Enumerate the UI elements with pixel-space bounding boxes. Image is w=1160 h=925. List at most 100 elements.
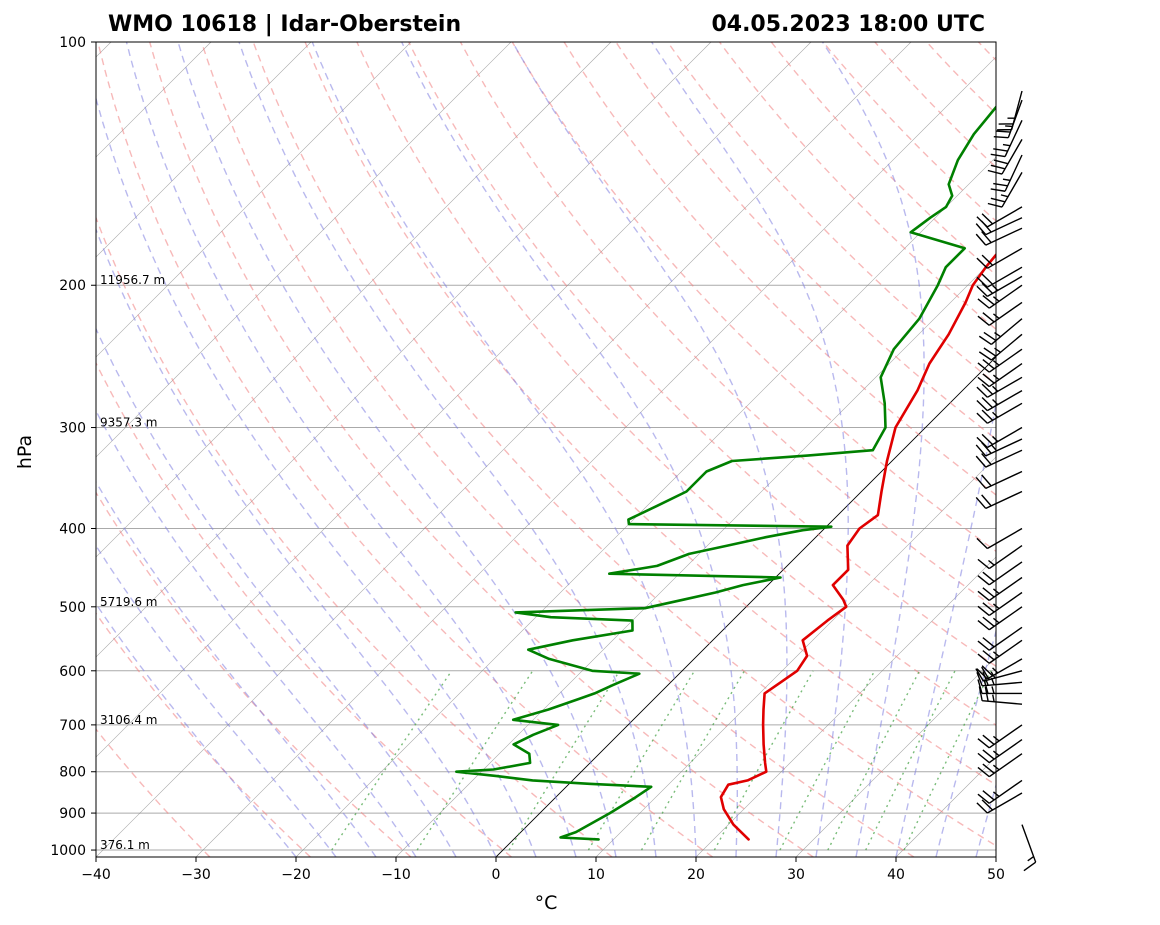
wind-barb [987, 139, 1023, 175]
wind-barb-shaft [976, 266, 1023, 288]
wind-barb-shaft [987, 139, 1023, 175]
wind-barb-shaft [1021, 824, 1037, 872]
x-tick-label: 30 [787, 867, 805, 883]
wind-barb-shaft [975, 490, 1023, 510]
mixing-ratio-line [508, 670, 621, 851]
wind-barb-shaft [977, 724, 1023, 749]
x-tick-label: 10 [587, 867, 605, 883]
y-tick-label: 600 [59, 664, 86, 680]
wind-barb-shaft [976, 527, 1023, 550]
wind-barb [975, 438, 1023, 457]
dry-adiabat [459, 42, 996, 610]
wind-barb [977, 301, 1023, 326]
y-tick-label: 300 [59, 421, 86, 437]
wind-barb [976, 792, 1023, 814]
wind-barb [1021, 824, 1037, 872]
mixing-ratio-line [713, 670, 814, 851]
x-tick-label: −30 [181, 867, 211, 883]
wind-barb [975, 666, 1023, 682]
moist-adiabat [96, 409, 417, 857]
wind-barb [977, 591, 1023, 617]
y-tick-label: 900 [59, 806, 86, 822]
x-tick-label: −40 [81, 867, 111, 883]
height-label: 3106.4 m [100, 713, 158, 727]
height-labels: 11956.7 m 9357.3 m 5719.6 m 3106.4 m 376.1 m [100, 273, 165, 852]
isotherm-line [96, 42, 512, 458]
mixing-ratio-line [587, 670, 696, 851]
y-tick-label: 400 [59, 521, 86, 537]
isotherm-line [96, 42, 612, 558]
mixing-ratio-line [903, 670, 992, 851]
wind-barb [977, 606, 1023, 631]
wind-barb [977, 284, 1023, 309]
moist-adiabat [821, 42, 925, 857]
wind-barb-shaft [978, 686, 1023, 705]
wind-barb [975, 470, 1023, 490]
wind-barb-shaft [977, 284, 1023, 309]
isotherm-line [195, 56, 996, 857]
x-tick-label: −20 [281, 867, 311, 883]
wind-barb [977, 724, 1023, 749]
wind-barb-shaft [978, 333, 1023, 361]
wind-barb [976, 376, 1023, 398]
isotherm-line [695, 556, 996, 857]
x-tick-label: −10 [381, 867, 411, 883]
moist-adiabat [651, 42, 849, 857]
moist-adiabat [96, 227, 497, 857]
wind-barb [977, 753, 1023, 778]
wind-barb-shaft [990, 120, 1023, 158]
wind-barb [977, 363, 1023, 388]
mixing-ratio-line [416, 670, 534, 851]
wind-barb [976, 266, 1023, 288]
wind-barb-shaft [976, 389, 1023, 412]
wind-barb [978, 333, 1023, 361]
moist-adiabat [96, 480, 377, 857]
wind-barb [975, 490, 1023, 510]
wind-barb-shaft [977, 561, 1023, 586]
height-label: 11956.7 m [100, 273, 165, 287]
y-axis-label: hPa [14, 435, 36, 469]
isotherm-line [96, 42, 312, 258]
wind-barb-shaft [977, 363, 1023, 388]
wind-barb-shaft [976, 376, 1023, 398]
wind-barb-shaft [977, 739, 1023, 764]
height-label: 5719.6 m [100, 595, 158, 609]
wind-barb [976, 527, 1023, 550]
wind-barb [997, 90, 1023, 131]
dry-adiabat [511, 42, 996, 553]
wind-barb [977, 545, 1023, 570]
wind-barb [978, 686, 1023, 705]
wind-barb-shaft [977, 545, 1023, 570]
dry-adiabat [563, 42, 996, 496]
wind-barb-shaft [977, 753, 1023, 778]
wind-barb [978, 318, 1023, 345]
x-tick-label: 50 [987, 867, 1005, 883]
height-label: 9357.3 m [100, 416, 158, 430]
wind-barb [993, 99, 1023, 139]
x-axis-ticks: −40 −30 −20 −10 0 10 20 30 40 50 [81, 857, 1005, 883]
isotherm-line [96, 42, 812, 758]
dry-adiabat [615, 42, 996, 440]
wind-barb-shaft [976, 792, 1023, 814]
moist-adiabat [238, 42, 657, 857]
wind-barb [975, 449, 1023, 468]
wind-barb-shaft [977, 591, 1023, 617]
y-tick-label: 800 [59, 765, 86, 781]
y-axis-ticks: 100 200 300 400 500 600 700 800 900 1000 [50, 35, 96, 859]
dewpoint-line [455, 105, 996, 841]
dry-adiabat [356, 42, 996, 726]
y-tick-label: 500 [59, 600, 86, 616]
moist-adiabat [96, 327, 457, 857]
wind-barb-shaft [975, 470, 1023, 490]
moist-adiabat [511, 42, 788, 857]
wind-barb-shaft [977, 348, 1023, 373]
wind-barb [977, 779, 1023, 804]
height-label: 376.1 m [100, 838, 150, 852]
chart-title-time: 04.05.2023 18:00 UTC [711, 12, 985, 37]
wind-barb-shaft [977, 779, 1023, 804]
moist-adiabat [96, 95, 537, 857]
wind-barb [977, 626, 1023, 651]
chart-title-station: WMO 10618 | Idar-Oberstein [108, 12, 461, 37]
